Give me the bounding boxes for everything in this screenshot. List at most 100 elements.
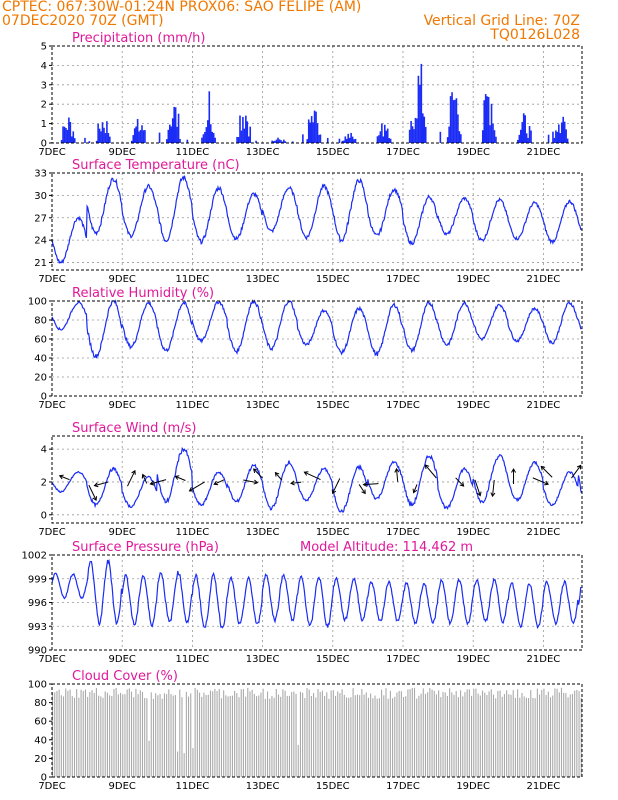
precip-bar bbox=[302, 134, 304, 143]
cloud-bar bbox=[209, 690, 212, 777]
x-tick-label: 9DEC bbox=[109, 527, 136, 538]
wind-arrow bbox=[363, 483, 379, 486]
x-tick-label: 7DEC bbox=[38, 400, 65, 411]
wind-arrow bbox=[424, 464, 437, 479]
precip-bar bbox=[524, 115, 526, 143]
cloud-bar bbox=[563, 692, 565, 777]
precip-bar bbox=[186, 139, 189, 143]
cloud-bar bbox=[462, 696, 464, 777]
x-tick-label: 21DEC bbox=[527, 654, 561, 665]
cloud-bar bbox=[122, 694, 124, 777]
precip-bar bbox=[420, 63, 423, 143]
precip-bar bbox=[136, 118, 139, 143]
x-tick-label: 13DEC bbox=[246, 274, 280, 285]
x-tick-label: 9DEC bbox=[109, 400, 136, 411]
cloud-bar bbox=[429, 688, 431, 777]
cloud-bar bbox=[453, 694, 455, 777]
cloud-bar bbox=[152, 698, 155, 777]
cloud-bar bbox=[435, 694, 437, 777]
cloud-bar bbox=[337, 691, 339, 777]
cloud-bar bbox=[190, 693, 192, 777]
cloud-bar bbox=[308, 689, 310, 777]
cloud-bar bbox=[422, 688, 424, 777]
precip-bar bbox=[209, 124, 212, 143]
cloud-bar bbox=[416, 698, 418, 777]
cloud-bar bbox=[205, 694, 207, 777]
wind-arrow-head bbox=[252, 468, 258, 474]
cloud-bar bbox=[251, 689, 253, 777]
precip-bar bbox=[422, 113, 424, 143]
panel-title: Relative Humidity (%) bbox=[72, 286, 214, 301]
x-tick-label: 17DEC bbox=[386, 654, 420, 665]
cloud-bar bbox=[574, 690, 576, 777]
x-tick-label: 11DEC bbox=[176, 274, 210, 285]
precip-bar bbox=[417, 75, 420, 143]
precip-bar bbox=[381, 123, 383, 143]
cloud-bar bbox=[58, 689, 60, 777]
cloud-bar bbox=[82, 691, 84, 777]
precip-bar bbox=[344, 136, 347, 143]
cloud-bar bbox=[385, 688, 387, 777]
precip-bar bbox=[239, 115, 241, 143]
x-tick-label: 7DEC bbox=[38, 527, 65, 538]
cloud-bar bbox=[433, 690, 435, 777]
x-tick-label: 19DEC bbox=[456, 274, 490, 285]
cloud-bar bbox=[499, 690, 501, 777]
cloud-bar bbox=[541, 689, 543, 777]
wind-arrow-head bbox=[544, 480, 550, 486]
y-tick-label: 21 bbox=[34, 258, 47, 269]
cloud-bar bbox=[345, 697, 348, 777]
precip-bar bbox=[62, 126, 64, 143]
cloud-bar bbox=[402, 696, 405, 777]
precip-bar bbox=[201, 137, 203, 143]
precip-bar bbox=[310, 116, 313, 143]
cloud-bar bbox=[468, 689, 470, 777]
wind-arrow-head bbox=[141, 473, 147, 479]
precip-bar bbox=[166, 139, 168, 143]
wind-arrow bbox=[213, 479, 225, 485]
cloud-bar bbox=[293, 691, 295, 777]
cloud-bar bbox=[89, 691, 91, 777]
cloud-bar bbox=[578, 691, 580, 777]
wind-arrow-head bbox=[188, 487, 194, 492]
cloud-bar bbox=[451, 692, 453, 777]
cloud-bar bbox=[556, 688, 558, 777]
cloud-bar bbox=[492, 694, 495, 777]
cloud-bar bbox=[247, 687, 249, 777]
y-tick-label: 0 bbox=[41, 773, 47, 784]
cloud-bar bbox=[291, 692, 293, 777]
wind-arrow-head bbox=[174, 475, 180, 480]
y-tick-label: 0 bbox=[41, 392, 47, 403]
cloud-bar bbox=[569, 694, 571, 777]
cloud-bar bbox=[400, 691, 402, 777]
precip-bar bbox=[460, 134, 462, 143]
precip-bar bbox=[315, 111, 317, 143]
panel-title: Surface Wind (m/s) bbox=[72, 421, 196, 436]
y-tick-label: 0 bbox=[41, 510, 47, 521]
cloud-bar bbox=[363, 694, 365, 777]
precip-bar bbox=[424, 126, 427, 143]
y-tick-label: 30 bbox=[34, 191, 47, 202]
y-tick-label: 1002 bbox=[22, 551, 47, 562]
wind-arrow-head bbox=[131, 469, 136, 475]
cloud-bar bbox=[334, 695, 337, 777]
cloud-bar bbox=[304, 698, 306, 777]
cloud-bar bbox=[124, 694, 126, 777]
cloud-bar bbox=[78, 697, 80, 777]
cloud-bar bbox=[313, 693, 315, 777]
x-tick-label: 11DEC bbox=[176, 400, 210, 411]
precip-bar bbox=[130, 140, 133, 143]
cloud-bar bbox=[231, 695, 233, 777]
precip-bar bbox=[439, 131, 442, 143]
precip-bar bbox=[275, 139, 278, 143]
cloud-bar bbox=[339, 693, 341, 777]
cloud-bar bbox=[91, 690, 93, 777]
cloud-bar bbox=[87, 696, 89, 777]
precip-bar bbox=[449, 96, 452, 143]
precip-bar bbox=[176, 126, 178, 143]
precip-bar bbox=[278, 139, 281, 143]
cloud-bar bbox=[438, 690, 440, 777]
precip-bar bbox=[451, 92, 453, 143]
precip-bar bbox=[559, 133, 562, 143]
cloud-bar bbox=[280, 696, 282, 777]
